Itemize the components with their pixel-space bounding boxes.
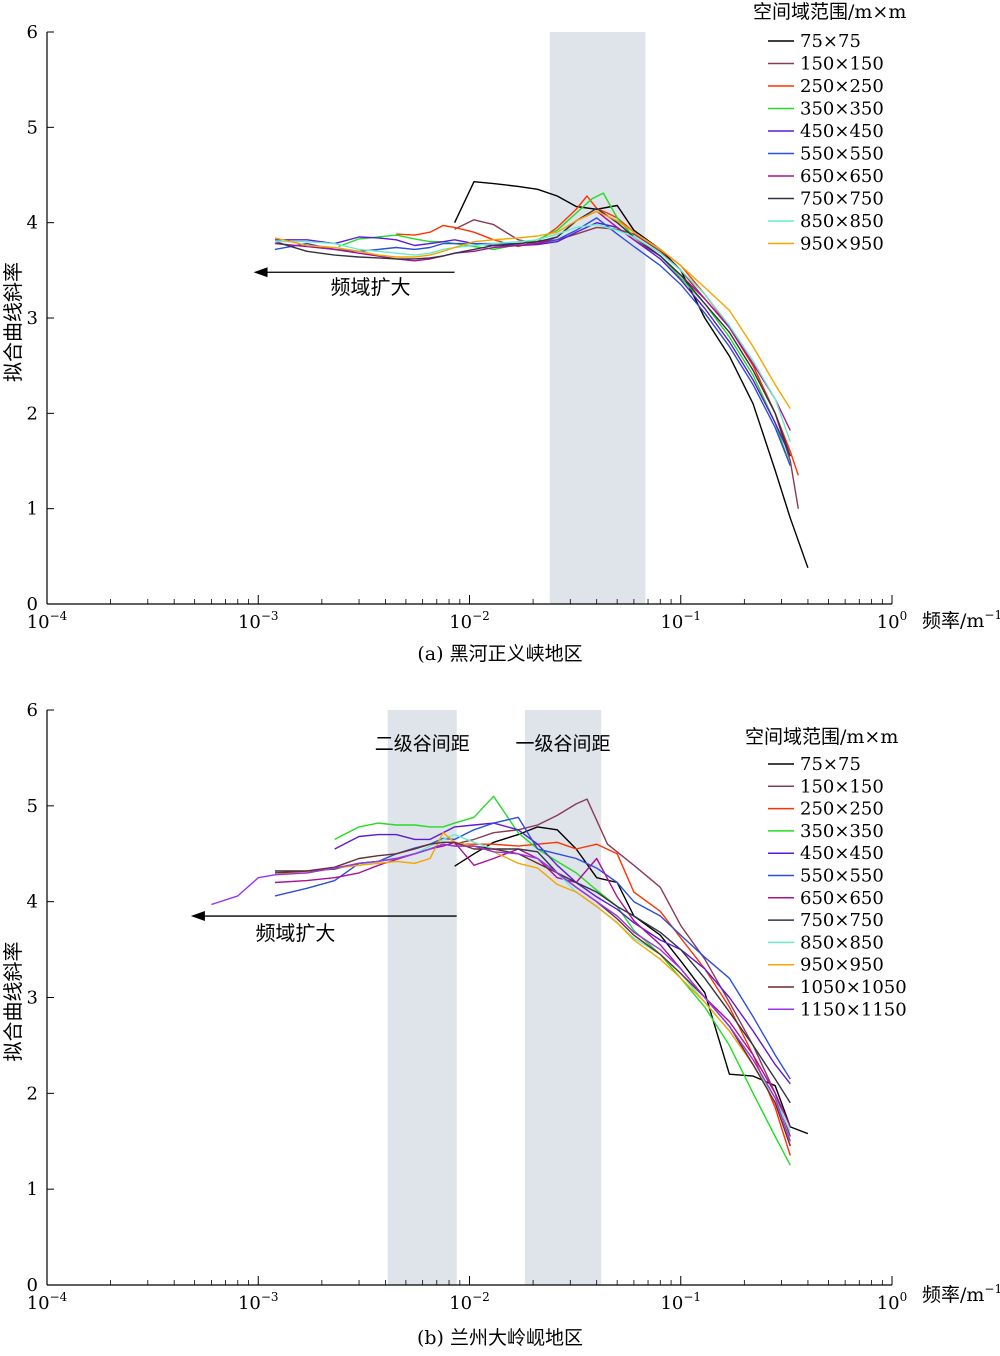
x-axis-label: 频率/m−1 — [922, 608, 1000, 632]
band-label: 二级谷间距 — [375, 733, 470, 755]
y-tick-label: 2 — [27, 1083, 38, 1104]
y-axis-label: 拟合曲线斜率 — [1, 942, 25, 1062]
series-line — [274, 816, 791, 1080]
y-tick-label: 3 — [27, 988, 38, 1009]
shaded-band — [524, 710, 602, 1285]
legend-label: 250×250 — [800, 76, 884, 97]
annotation-arrowhead — [190, 911, 205, 922]
series-line — [454, 798, 791, 1137]
y-tick-label: 5 — [27, 796, 38, 817]
series-line — [274, 207, 791, 457]
annotation-text: 频域扩大 — [331, 275, 411, 299]
y-tick-label: 4 — [27, 892, 38, 913]
legend-label: 450×450 — [800, 843, 884, 864]
x-tick-label: 10−2 — [449, 1290, 490, 1314]
annotation-arrowhead — [253, 267, 268, 278]
band-label: 一级谷间距 — [516, 733, 611, 755]
x-tick-label: 10−1 — [660, 1290, 701, 1314]
y-tick-label: 1 — [27, 499, 38, 520]
x-tick-label: 10−1 — [660, 609, 701, 633]
legend-label: 1050×1050 — [800, 977, 907, 998]
legend-label: 750×750 — [800, 910, 884, 931]
y-tick-label: 0 — [27, 594, 38, 615]
series-line — [274, 210, 791, 409]
legend-label: 950×950 — [800, 955, 884, 976]
y-tick-label: 4 — [27, 213, 38, 234]
x-axis-label: 频率/m−1 — [922, 1282, 1000, 1306]
y-tick-label: 6 — [27, 22, 38, 43]
shaded-band — [549, 32, 646, 604]
series-line — [454, 826, 809, 1135]
legend-label: 550×550 — [800, 866, 884, 887]
x-tick-label: 100 — [877, 1290, 908, 1314]
y-tick-label: 1 — [27, 1179, 38, 1200]
series-line — [275, 223, 791, 443]
x-tick-label: 10−3 — [238, 609, 279, 633]
legend-title: 空间域范围/m×m — [753, 1, 906, 23]
series-line — [453, 180, 809, 569]
legend-label: 75×75 — [800, 31, 861, 52]
x-tick-label: 100 — [877, 609, 908, 633]
legend-label: 250×250 — [800, 799, 884, 820]
legend-label: 150×150 — [800, 54, 884, 75]
panel-caption: (b) 兰州大岭岘地区 — [417, 1327, 583, 1349]
x-tick-label: 10−4 — [27, 1290, 68, 1314]
legend-label: 550×550 — [800, 144, 884, 165]
legend-title: 空间域范围/m×m — [745, 726, 898, 748]
annotation-text: 频域扩大 — [255, 921, 335, 945]
y-tick-label: 0 — [27, 1275, 38, 1296]
legend-label: 650×650 — [800, 888, 884, 909]
chart-panel-a: 0 1 2 3 4 5 6 10−4 10−3 10−2 10−1 100 频率/m−1 拟合曲线斜率 频域… — [1, 1, 1000, 665]
series-line — [334, 822, 791, 1085]
legend-label: 750×750 — [800, 189, 884, 210]
y-tick-label: 5 — [27, 117, 38, 138]
y-axis-label: 拟合曲线斜率 — [1, 262, 25, 382]
legend-label: 75×75 — [800, 754, 861, 775]
legend-label: 850×850 — [800, 932, 884, 953]
legend-label: 350×350 — [800, 821, 884, 842]
panel-caption: (a) 黑河正义峡地区 — [417, 643, 582, 665]
legend-label: 150×150 — [800, 776, 884, 797]
legend-label: 1150×1150 — [800, 999, 907, 1020]
x-tick-label: 10−3 — [238, 1290, 279, 1314]
legend-label: 650×650 — [800, 166, 884, 187]
series-line — [274, 217, 791, 467]
series-line — [275, 832, 791, 1147]
series-line — [274, 210, 791, 431]
y-tick-label: 6 — [27, 700, 38, 721]
x-tick-label: 10−2 — [449, 609, 490, 633]
legend-label: 450×450 — [800, 121, 884, 142]
series-line — [211, 843, 791, 1142]
legend-label: 350×350 — [800, 99, 884, 120]
chart-panel-b: 二级谷间距 一级谷间距 0 1 2 3 4 5 6 10−4 10−3 10−2 10−1 100 频率/m… — [1, 700, 1000, 1349]
y-tick-label: 3 — [27, 308, 38, 329]
shaded-band — [387, 710, 457, 1285]
series-line — [275, 221, 791, 457]
legend-label: 950×950 — [800, 234, 884, 255]
legend-label: 850×850 — [800, 211, 884, 232]
x-tick-label: 10−4 — [27, 609, 68, 633]
y-tick-label: 2 — [27, 403, 38, 424]
